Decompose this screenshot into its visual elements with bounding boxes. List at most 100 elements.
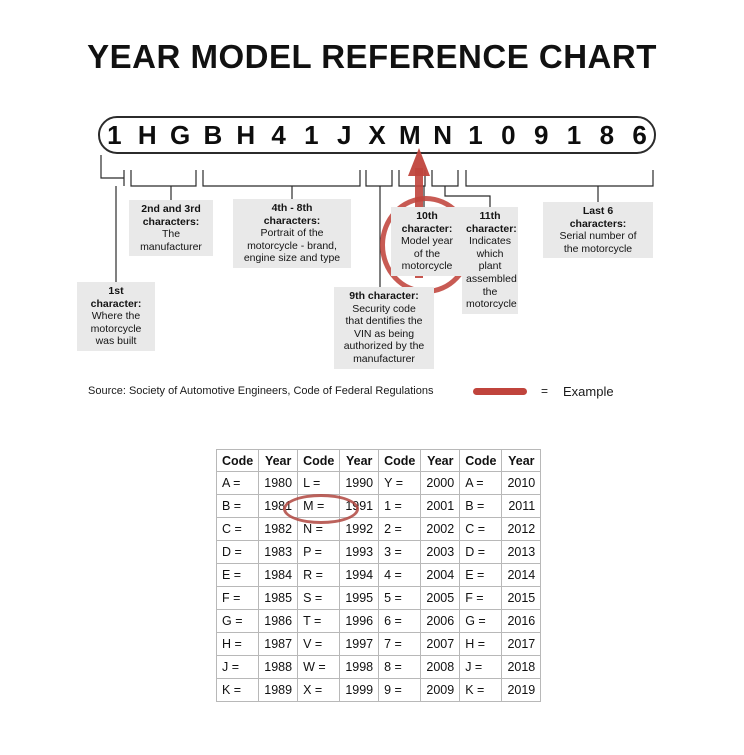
- note-line: motorcycle: [466, 298, 517, 311]
- page-title: YEAR MODEL REFERENCE CHART: [87, 38, 657, 75]
- code-cell-r6c3: S =: [297, 586, 341, 610]
- code-cell-r9c5: 8 =: [378, 655, 422, 679]
- vin-character-13: 0: [501, 120, 516, 150]
- note-line: VIN as being: [353, 327, 415, 340]
- vin-character-2: H: [137, 120, 157, 150]
- table-header-year-4: Year: [339, 449, 380, 472]
- note-eleventh-character: 11th character: Indicates which plant assemb…: [462, 207, 518, 314]
- table-row: D = 1983 P = 1993 3 = 2003 D = 2013: [215, 540, 542, 564]
- table-header-code-3: Code: [297, 449, 341, 472]
- code-cell-r8c1: H =: [215, 632, 260, 656]
- year-cell-r10c2: 1989: [258, 678, 299, 702]
- note-line: manufacturer: [140, 240, 202, 253]
- note-line: character:: [90, 297, 142, 310]
- code-cell-r5c7: E =: [459, 563, 503, 587]
- code-cell-r1c3: L =: [297, 471, 341, 495]
- year-cell-r9c8: 2018: [501, 655, 542, 679]
- code-cell-r3c1: C =: [215, 517, 260, 541]
- vin-character-15: 1: [566, 120, 582, 150]
- vin-character-4: B: [203, 120, 223, 150]
- code-cell-r2c7: B =: [459, 494, 503, 518]
- year-cell-r10c6: 2009: [420, 678, 461, 702]
- note-line: motorcycle: [90, 322, 142, 335]
- legend-label: Example: [563, 384, 614, 399]
- code-cell-r9c7: J =: [459, 655, 503, 679]
- code-cell-r10c1: K =: [215, 678, 260, 702]
- vin-character-6: 4: [271, 120, 286, 150]
- code-cell-r7c1: G =: [215, 609, 260, 633]
- note-line: the motorcycle: [563, 242, 633, 255]
- note-line: authorized by the: [343, 340, 425, 353]
- note-line: engine size and type: [243, 252, 341, 265]
- year-cell-r6c8: 2015: [501, 586, 542, 610]
- table-row: E = 1984 R = 1994 4 = 2004 E = 2014: [215, 563, 542, 587]
- table-header-code-5: Code: [378, 449, 422, 472]
- note-line: was built: [95, 335, 137, 348]
- code-cell-r6c5: 5 =: [378, 586, 422, 610]
- year-cell-r6c6: 2005: [420, 586, 461, 610]
- year-cell-r4c2: 1983: [258, 540, 299, 564]
- note-last-six-characters: Last 6 characters: Serial number of the mot…: [543, 202, 653, 259]
- table-header-code-7: Code: [459, 449, 503, 472]
- note-second-third-characters: 2nd and 3rd characters: The manufacturer: [129, 200, 213, 257]
- note-line: the: [482, 285, 498, 298]
- vin-pill-outline: [98, 116, 656, 154]
- code-cell-r8c5: 7 =: [378, 632, 422, 656]
- year-cell-r7c6: 2006: [420, 609, 461, 633]
- year-cell-r10c8: 2019: [501, 678, 542, 702]
- year-cell-r1c8: 2010: [501, 471, 542, 495]
- note-line: Indicates: [468, 235, 512, 248]
- year-cell-r3c6: 2002: [420, 517, 461, 541]
- code-cell-r2c3: M =: [297, 494, 341, 518]
- year-cell-r7c8: 2016: [501, 609, 542, 633]
- year-cell-r3c8: 2012: [501, 517, 542, 541]
- year-cell-r2c8: 2011: [501, 494, 542, 518]
- table-header-row: Code Year Code Year Code Year Code Year: [215, 449, 542, 472]
- note-line: Portrait of the: [260, 227, 324, 240]
- year-cell-r9c6: 2008: [420, 655, 461, 679]
- table-row: K = 1989 X = 1999 9 = 2009 K = 2019: [215, 678, 542, 702]
- note-line: manufacturer: [353, 352, 415, 365]
- table-header-year-2: Year: [258, 449, 299, 472]
- year-cell-r8c2: 1987: [258, 632, 299, 656]
- note-line: 4th - 8th: [271, 202, 313, 214]
- table-header-code-1: Code: [215, 449, 260, 472]
- note-line: that dentifies the: [345, 315, 423, 328]
- year-cell-r8c6: 2007: [420, 632, 461, 656]
- year-cell-r10c4: 1999: [339, 678, 380, 702]
- note-line: character:: [466, 222, 517, 235]
- note-line: characters:: [142, 215, 200, 228]
- vin-character-14: 9: [533, 120, 549, 150]
- note-line: Serial number of: [559, 230, 637, 243]
- table-row: B = 1981 M = 1991 1 = 2001 B = 2011: [215, 494, 542, 518]
- code-cell-r4c3: P =: [297, 540, 341, 564]
- vin-character-11: N: [433, 120, 453, 150]
- code-cell-r3c7: C =: [459, 517, 503, 541]
- table-row: C = 1982 N = 1992 2 = 2002 C = 2012: [215, 517, 542, 541]
- code-cell-r10c3: X =: [297, 678, 341, 702]
- year-cell-r4c6: 2003: [420, 540, 461, 564]
- note-ninth-character: 9th character: Security code that dentifie…: [334, 287, 434, 369]
- code-year-table: Code Year Code Year Code Year Code Year A = 1980…: [215, 449, 542, 702]
- note-line: characters:: [569, 217, 627, 230]
- year-cell-r6c2: 1985: [258, 586, 299, 610]
- code-cell-r7c5: 6 =: [378, 609, 422, 633]
- code-cell-r1c7: A =: [459, 471, 503, 495]
- year-cell-r1c4: 1990: [339, 471, 380, 495]
- vin-character-8: J: [336, 120, 352, 150]
- year-cell-r7c4: 1996: [339, 609, 380, 633]
- note-fourth-eighth-characters: 4th - 8th characters: Portrait of the motor…: [233, 199, 351, 268]
- vin-character-1: 1: [107, 120, 122, 150]
- code-cell-r1c5: Y =: [378, 471, 422, 495]
- code-cell-r7c7: G =: [459, 609, 503, 633]
- note-line: Where the: [91, 310, 141, 323]
- year-cell-r8c8: 2017: [501, 632, 542, 656]
- legend-red-line-swatch: [473, 388, 527, 395]
- vin-character-12: 1: [468, 120, 483, 150]
- code-cell-r6c7: F =: [459, 586, 503, 610]
- year-cell-r5c6: 2004: [420, 563, 461, 587]
- year-cell-r5c2: 1984: [258, 563, 299, 587]
- year-cell-r9c2: 1988: [258, 655, 299, 679]
